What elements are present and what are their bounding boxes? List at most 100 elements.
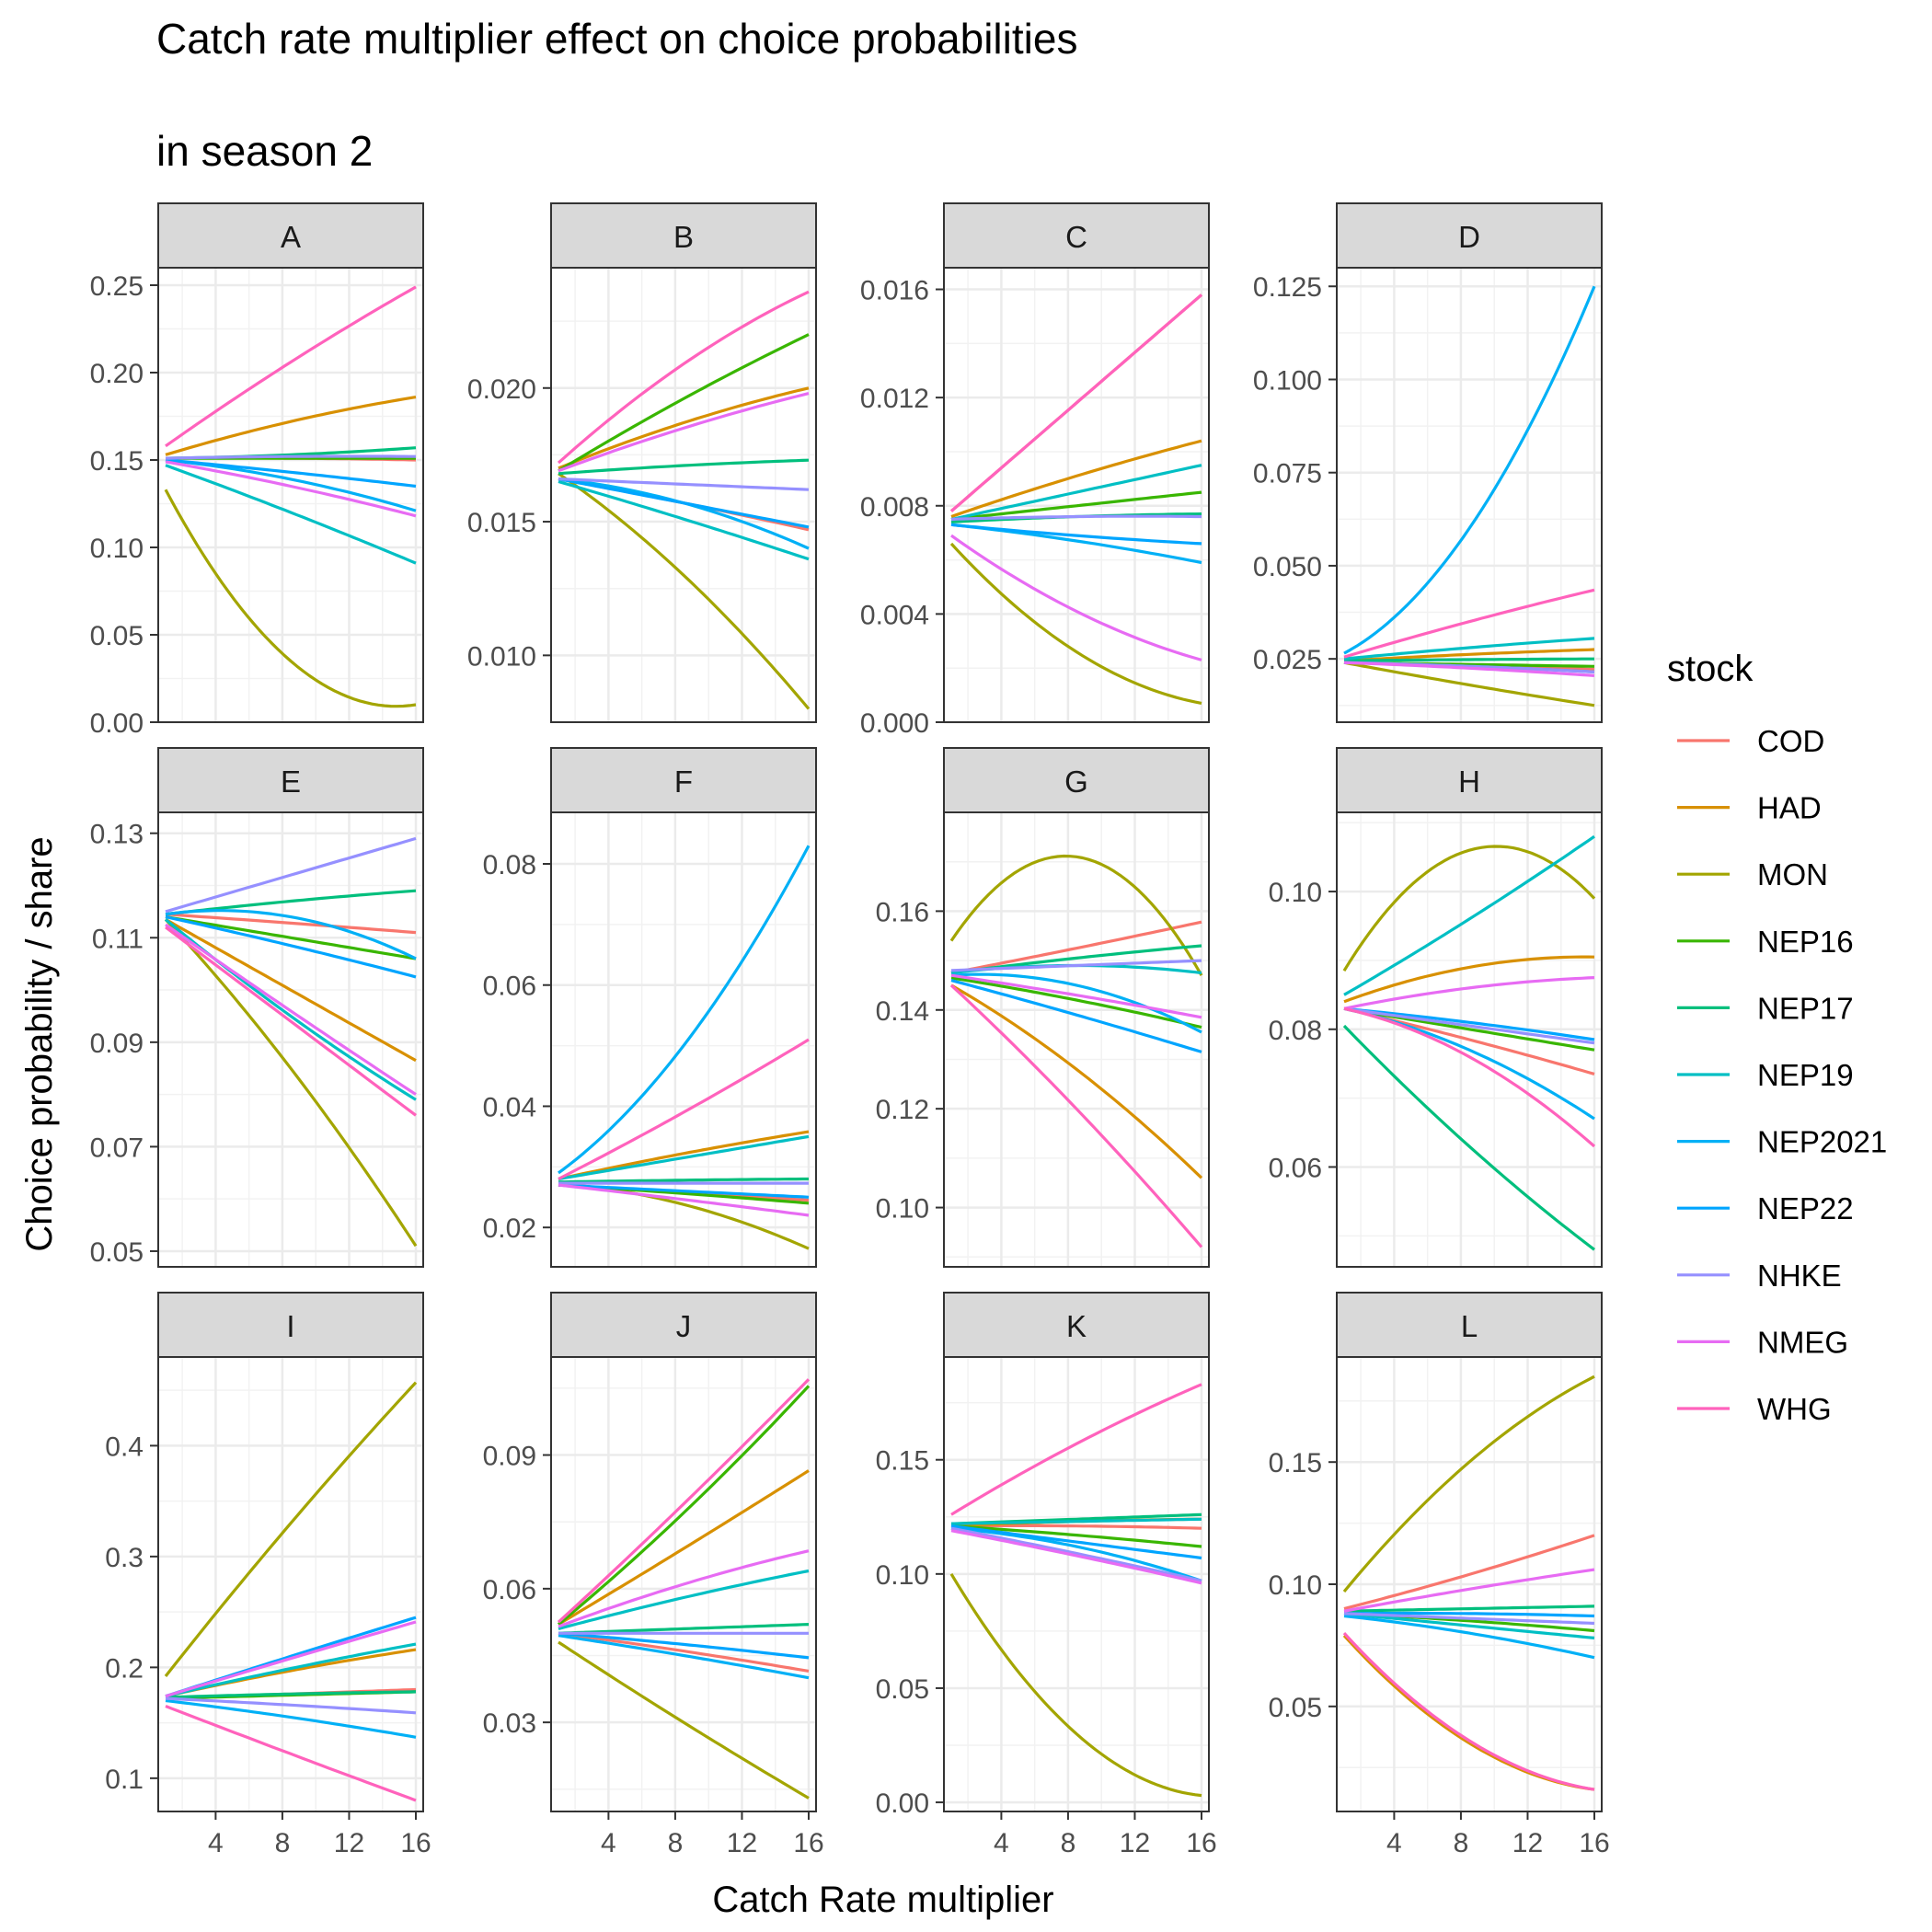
- series-line-had: [950, 439, 1202, 519]
- series-line-mon: [949, 1572, 1202, 1798]
- series-line-nep17: [558, 1623, 810, 1635]
- y-tick-label: 0.000: [860, 708, 929, 739]
- series-line-nep17: [558, 1177, 809, 1184]
- series-line-nep22: [950, 523, 1202, 546]
- series-line-nep19: [1343, 637, 1595, 661]
- facet-strip-label: G: [1064, 765, 1088, 799]
- series-line-nep19: [165, 1642, 417, 1698]
- series-line-nep19: [165, 464, 417, 565]
- series-line-nhke: [1343, 1612, 1595, 1626]
- series-line-whg: [950, 1383, 1202, 1516]
- y-tick-label: 0.08: [483, 850, 536, 880]
- series-line-cod: [165, 913, 417, 935]
- panel-border: [550, 811, 817, 1268]
- series-line-nep19: [1343, 834, 1595, 996]
- legend-item-nep2021: NEP2021: [1677, 1125, 1887, 1159]
- facet-B: B 0.010 0.015 0.020: [467, 202, 817, 723]
- legend-items: COD HAD MON NEP16 NEP17 NEP19 NEP2021 NEP22 NHKE…: [1677, 724, 1887, 1426]
- series-line-nep22: [950, 979, 1202, 1053]
- series-line-nep22: [558, 1631, 810, 1660]
- facet-panels: A 0.00 0.05 0.10 0.15 0.20 0.25 B 0.010 0.015 0.02…: [90, 202, 1610, 1858]
- legend-label: NMEG: [1757, 1325, 1848, 1359]
- x-axis-label: Catch Rate multiplier: [712, 1880, 1053, 1920]
- legend-item-nep22: NEP22: [1677, 1191, 1854, 1225]
- y-tick-label: 0.025: [1253, 645, 1322, 675]
- panel-background: [944, 1357, 1209, 1811]
- legend-label: MON: [1757, 857, 1828, 891]
- panel-background: [158, 268, 423, 722]
- series-line-whg: [1343, 588, 1595, 659]
- y-tick-label: 0.015: [467, 508, 536, 538]
- x-tick-label: 16: [400, 1828, 431, 1858]
- y-tick-label: 0.03: [483, 1708, 536, 1739]
- y-tick-label: 0.05: [90, 621, 144, 651]
- y-tick-label: 0.05: [876, 1674, 929, 1705]
- series-line-nhke: [558, 477, 810, 491]
- series-line-nmeg: [950, 973, 1202, 1019]
- legend-label: NEP17: [1757, 991, 1854, 1025]
- series-line-nmeg: [1343, 1568, 1595, 1613]
- x-tick-label: 16: [1579, 1828, 1609, 1858]
- series-line-had: [1343, 648, 1595, 662]
- legend-item-whg: WHG: [1677, 1392, 1832, 1426]
- y-tick-label: 0.10: [1269, 1570, 1322, 1601]
- series-line-mon: [1343, 661, 1595, 707]
- legend-label: NEP19: [1757, 1058, 1854, 1092]
- series-line-nmeg: [165, 1620, 417, 1698]
- series-line-nep17: [1343, 1604, 1595, 1613]
- x-tick-label: 8: [1454, 1828, 1469, 1858]
- panel-background: [944, 812, 1209, 1267]
- series-line-nep19: [950, 1517, 1202, 1525]
- series-line-whg: [1342, 1632, 1595, 1791]
- y-tick-label: 0.08: [1269, 1016, 1322, 1046]
- x-tick-label: 12: [727, 1828, 757, 1858]
- series-line-nep2021: [558, 1634, 810, 1680]
- series-line-whg: [558, 1038, 810, 1180]
- series-line-mon: [949, 854, 1203, 977]
- series-line-nhke: [165, 454, 416, 460]
- series-line-nmeg: [165, 923, 417, 1096]
- facet-strip: [1336, 1292, 1603, 1358]
- series-line-nep17: [165, 1690, 417, 1699]
- series-line-nep16: [950, 1524, 1202, 1548]
- y-tick-label: 0.06: [483, 1575, 536, 1605]
- y-tick-label: 0.1: [105, 1765, 144, 1795]
- facet-strip: [550, 1292, 817, 1358]
- legend-label: NEP22: [1757, 1191, 1854, 1225]
- legend-label: NEP2021: [1757, 1125, 1887, 1159]
- legend-label: COD: [1757, 724, 1824, 758]
- series-line-whg: [949, 983, 1203, 1248]
- y-tick-label: 0.10: [876, 1194, 929, 1225]
- facet-strip-label: L: [1461, 1309, 1478, 1343]
- facet-E: E 0.05 0.07 0.09 0.11 0.13: [90, 747, 424, 1268]
- series-line-mon: [164, 1381, 418, 1677]
- chart-title-line2: in season 2: [156, 127, 373, 175]
- series-line-nep16: [950, 490, 1202, 522]
- y-axis-label: Choice probability / share: [19, 836, 60, 1251]
- x-tick-label: 4: [994, 1828, 1009, 1858]
- series-line-whg: [557, 290, 810, 465]
- facet-strip-label: E: [281, 765, 301, 799]
- series-line-nep19: [558, 479, 810, 561]
- legend-item-cod: COD: [1677, 724, 1824, 758]
- panel-background: [551, 268, 816, 722]
- y-tick-label: 0.125: [1253, 272, 1322, 303]
- legend-label: HAD: [1757, 791, 1822, 825]
- series-line-mon: [164, 489, 417, 708]
- series-line-nep2021: [1343, 285, 1596, 655]
- series-line-nmeg: [558, 1549, 810, 1628]
- facet-A: A 0.00 0.05 0.10 0.15 0.20 0.25: [90, 202, 424, 739]
- facet-strip-label: C: [1065, 220, 1087, 254]
- y-tick-label: 0.010: [467, 641, 536, 672]
- facet-strip-label: K: [1066, 1309, 1087, 1343]
- y-tick-label: 0.10: [876, 1560, 929, 1591]
- y-tick-label: 0.14: [876, 996, 929, 1027]
- y-tick-label: 0.09: [483, 1442, 536, 1472]
- series-line-nep17: [1342, 1024, 1595, 1251]
- y-tick-label: 0.13: [90, 820, 144, 850]
- series-line-had: [558, 1469, 810, 1626]
- series-line-nep22: [950, 1524, 1202, 1560]
- facet-strip-label: I: [286, 1309, 294, 1343]
- x-tick-label: 12: [334, 1828, 364, 1858]
- series-line-nhke: [165, 1696, 417, 1715]
